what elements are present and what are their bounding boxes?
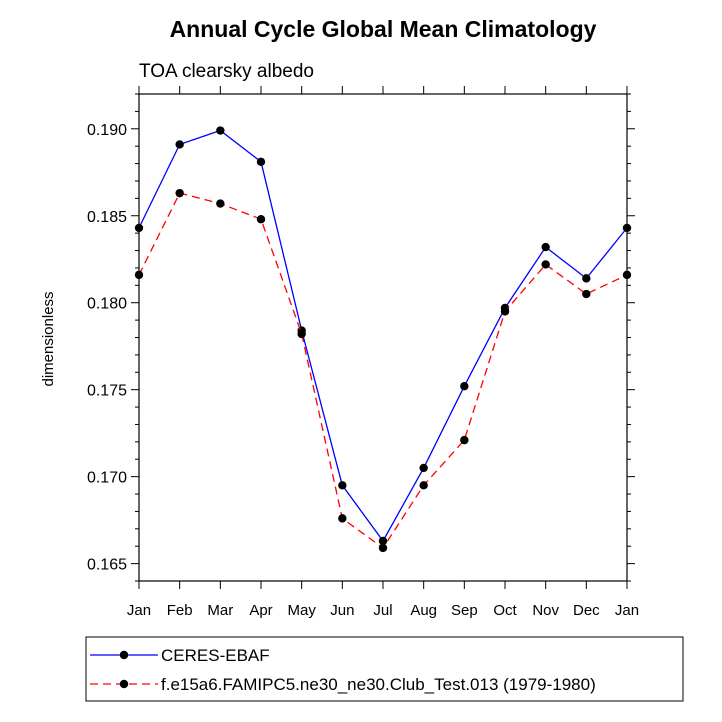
legend-marker-2 xyxy=(119,679,129,689)
series-1-point xyxy=(175,140,184,149)
x-tick-label: Apr xyxy=(249,602,272,619)
x-tick-label: May xyxy=(287,602,316,619)
x-tick-label: Oct xyxy=(493,602,517,619)
series-1-point xyxy=(378,536,388,546)
x-tick-label: Jan xyxy=(127,602,151,619)
series-1-point xyxy=(582,274,591,283)
x-tick-label: Jan xyxy=(615,602,639,619)
y-tick-label: 0.175 xyxy=(87,383,127,400)
series-2-point xyxy=(338,514,347,523)
x-tick-label: Dec xyxy=(573,602,600,619)
legend: CERES-EBAF f.e15a6.FAMIPC5.ne30_ne30.Club… xyxy=(85,636,684,702)
series-1-point xyxy=(338,481,347,490)
chart-subtitle: TOA clearsky albedo xyxy=(139,61,314,82)
x-tick-label: Sep xyxy=(451,602,478,619)
y-axis-label: dimensionless xyxy=(40,291,57,386)
y-tick-label: 0.180 xyxy=(87,296,127,313)
series-2-point xyxy=(297,329,306,339)
series-2-point xyxy=(622,270,632,280)
series-2-point xyxy=(175,188,184,198)
series-2-point xyxy=(216,199,225,208)
series-1-point xyxy=(460,382,469,391)
y-tick-label: 0.165 xyxy=(87,557,127,574)
series-1-point xyxy=(419,463,428,473)
series-2-point xyxy=(541,260,550,269)
series-1-point xyxy=(256,157,266,167)
legend-box xyxy=(85,636,684,702)
series-1-point xyxy=(622,223,632,233)
series-2-point xyxy=(582,289,591,299)
x-tick-label: Jun xyxy=(330,602,354,619)
legend-label-1: CERES-EBAF xyxy=(161,646,270,665)
x-tick-label: Mar xyxy=(207,602,233,619)
axes: 0.165 0.170 0.175 0.180 0.185 0.190 Jan Feb Mar A… xyxy=(87,86,639,619)
series-2-point xyxy=(134,270,144,280)
series-2-point xyxy=(500,307,510,316)
series-2-point xyxy=(256,215,266,224)
series-2-point xyxy=(419,481,428,490)
chart-title: Annual Cycle Global Mean Climatology xyxy=(170,16,597,42)
series-2-point xyxy=(378,543,388,553)
series-1-point xyxy=(134,223,144,233)
legend-label-2: f.e15a6.FAMIPC5.ne30_ne30.Club_Test.013 … xyxy=(161,675,596,694)
x-tick-label: Nov xyxy=(532,602,559,619)
x-tick-label: Aug xyxy=(410,602,437,619)
series-2-point xyxy=(460,435,469,445)
legend-marker-1 xyxy=(119,650,129,660)
y-tick-label: 0.170 xyxy=(87,470,127,487)
series-line-2 xyxy=(138,192,628,549)
series-1-point xyxy=(216,126,225,135)
series-1-point xyxy=(541,242,550,252)
x-tick-label: Jul xyxy=(373,602,392,619)
plot-frame xyxy=(138,93,628,582)
series-layer xyxy=(134,126,632,553)
x-tick-label: Feb xyxy=(167,602,193,619)
series-line-1 xyxy=(138,129,628,543)
y-tick-label: 0.190 xyxy=(87,122,127,139)
y-tick-label: 0.185 xyxy=(87,209,127,226)
